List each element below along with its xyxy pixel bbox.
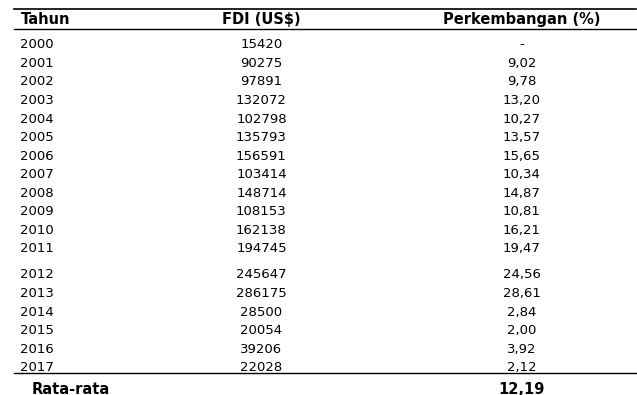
Text: 2014: 2014 [20,306,54,319]
Text: 15,65: 15,65 [503,150,540,163]
Text: 10,81: 10,81 [503,205,540,218]
Text: 12,19: 12,19 [498,382,545,395]
Text: 2017: 2017 [20,361,54,374]
Text: -: - [519,38,524,51]
Text: 28,61: 28,61 [503,287,540,300]
Text: 132072: 132072 [236,94,287,107]
Text: 194745: 194745 [236,243,287,256]
Text: Perkembangan (%): Perkembangan (%) [443,12,600,27]
Text: 97891: 97891 [240,75,282,88]
Text: 13,57: 13,57 [503,131,541,144]
Text: 16,21: 16,21 [503,224,540,237]
Text: 2015: 2015 [20,324,54,337]
Text: 22028: 22028 [240,361,283,374]
Text: 39206: 39206 [240,343,282,356]
Text: 15420: 15420 [240,38,283,51]
Text: 28500: 28500 [240,306,282,319]
Text: 162138: 162138 [236,224,287,237]
Text: 103414: 103414 [236,168,287,181]
Text: 13,20: 13,20 [503,94,540,107]
Text: 156591: 156591 [236,150,287,163]
Text: FDI (US$): FDI (US$) [222,12,301,27]
Text: 148714: 148714 [236,187,287,200]
Text: 14,87: 14,87 [503,187,540,200]
Text: 2005: 2005 [20,131,54,144]
Text: 10,34: 10,34 [503,168,540,181]
Text: 19,47: 19,47 [503,243,540,256]
Text: 2001: 2001 [20,57,54,70]
Text: 286175: 286175 [236,287,287,300]
Text: 2012: 2012 [20,269,54,282]
Text: 135793: 135793 [236,131,287,144]
Text: 9,78: 9,78 [507,75,536,88]
Text: 2000: 2000 [20,38,54,51]
Text: 2006: 2006 [20,150,54,163]
Text: 10,27: 10,27 [503,113,540,126]
Text: 2013: 2013 [20,287,54,300]
Text: 2010: 2010 [20,224,54,237]
Text: 2008: 2008 [20,187,54,200]
Text: 2,84: 2,84 [507,306,536,319]
Text: 24,56: 24,56 [503,269,540,282]
Text: 2009: 2009 [20,205,54,218]
Text: 2002: 2002 [20,75,54,88]
Text: 3,92: 3,92 [506,343,536,356]
Text: Tahun: Tahun [20,12,70,27]
Text: 2004: 2004 [20,113,54,126]
Text: 2,12: 2,12 [506,361,536,374]
Text: 9,02: 9,02 [507,57,536,70]
Text: 108153: 108153 [236,205,287,218]
Text: 90275: 90275 [240,57,283,70]
Text: 2016: 2016 [20,343,54,356]
Text: 2007: 2007 [20,168,54,181]
Text: 2,00: 2,00 [507,324,536,337]
Text: Rata-rata: Rata-rata [32,382,110,395]
Text: 2011: 2011 [20,243,54,256]
Text: 102798: 102798 [236,113,287,126]
Text: 20054: 20054 [240,324,282,337]
Text: 245647: 245647 [236,269,287,282]
Text: 2003: 2003 [20,94,54,107]
